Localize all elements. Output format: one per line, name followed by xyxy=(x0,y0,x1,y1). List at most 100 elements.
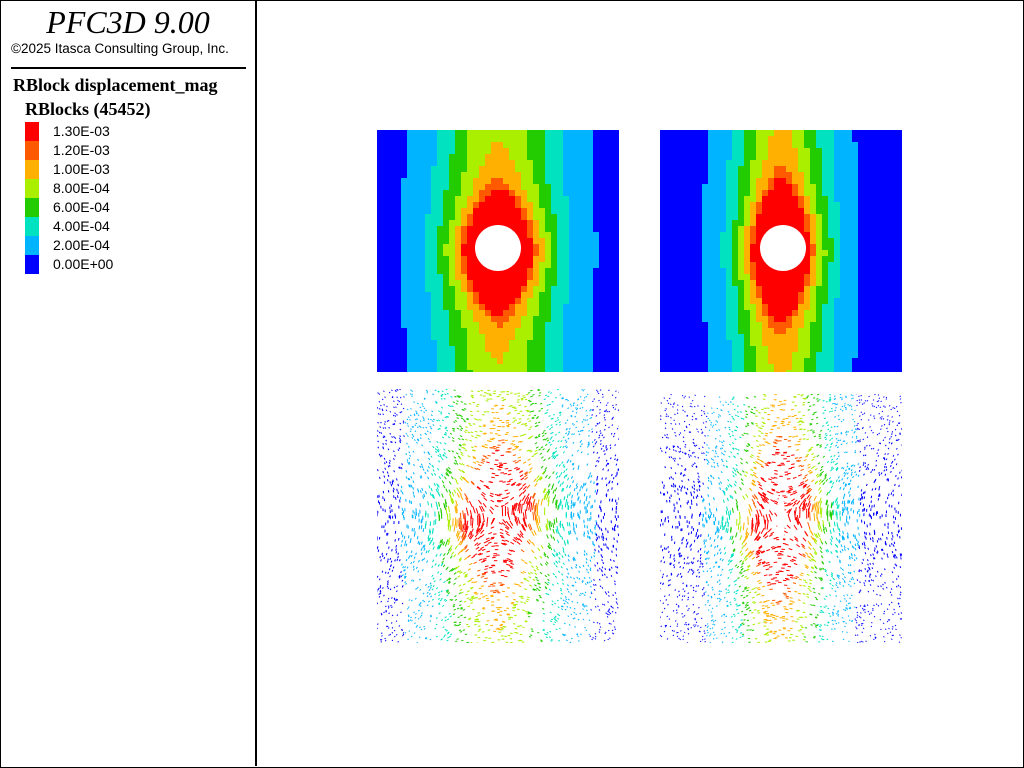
model-viewport[interactable] xyxy=(257,1,1022,766)
contour-cell xyxy=(575,340,582,347)
contour-cell xyxy=(455,184,462,191)
contour-cell xyxy=(473,268,480,275)
contour-cell xyxy=(425,262,432,269)
contour-cell xyxy=(822,334,829,341)
contour-cell xyxy=(575,274,582,281)
contour-cell xyxy=(714,154,721,161)
displacement-vector xyxy=(470,431,474,434)
displacement-vector xyxy=(463,571,467,575)
contour-cell xyxy=(509,184,516,191)
contour-cell xyxy=(545,310,552,317)
contour-cell xyxy=(852,160,859,167)
displacement-vector xyxy=(413,632,416,634)
displacement-vector xyxy=(589,495,591,499)
contour-cell xyxy=(533,340,540,347)
displacement-vector xyxy=(604,410,607,413)
displacement-vector xyxy=(459,429,463,432)
contour-cell xyxy=(720,244,727,251)
contour-cell xyxy=(617,190,619,197)
contour-cell xyxy=(497,184,504,191)
contour-cell xyxy=(882,358,889,365)
contour-cell xyxy=(708,292,715,299)
contour-cell xyxy=(828,244,835,251)
contour-cell xyxy=(497,364,504,371)
displacement-vector xyxy=(544,586,548,589)
contour-cell xyxy=(750,166,757,173)
contour-cell xyxy=(762,286,769,293)
contour-cell xyxy=(702,148,709,155)
displacement-vector xyxy=(501,539,506,542)
contour-cell xyxy=(816,352,823,359)
displacement-vector xyxy=(614,458,616,461)
contour-cell xyxy=(425,148,432,155)
contour-cell xyxy=(419,232,426,239)
displacement-vector xyxy=(447,537,451,543)
contour-cell xyxy=(449,244,456,251)
contour-cell xyxy=(720,256,727,263)
contour-cell xyxy=(834,304,841,311)
contour-cell xyxy=(461,184,468,191)
contour-cell xyxy=(425,214,432,221)
displacement-vector xyxy=(540,465,544,469)
displacement-vector xyxy=(596,621,599,624)
contour-cell xyxy=(611,154,618,161)
contour-cell xyxy=(900,172,902,179)
displacement-vector xyxy=(400,411,403,413)
contour-cell xyxy=(804,202,811,209)
contour-cell xyxy=(816,196,823,203)
contour-cell xyxy=(900,142,902,149)
displacement-vector xyxy=(540,639,543,642)
displacement-vector xyxy=(526,598,530,601)
displacement-vector xyxy=(393,422,396,425)
displacement-vector xyxy=(424,471,427,475)
contour-cell xyxy=(888,226,895,233)
contour-cell xyxy=(545,334,552,341)
contour-cell xyxy=(900,148,902,155)
contour-cell xyxy=(828,334,835,341)
contour-cell xyxy=(684,316,691,323)
contour-cell xyxy=(846,160,853,167)
contour-cell xyxy=(900,178,902,185)
contour-cell xyxy=(822,298,829,305)
contour-cell xyxy=(792,202,799,209)
contour-cell xyxy=(810,274,817,281)
displacement-vector xyxy=(464,546,468,551)
contour-cell xyxy=(437,178,444,185)
contour-cell xyxy=(377,178,384,185)
contour-cell xyxy=(660,214,667,221)
contour-cell xyxy=(431,226,438,233)
contour-cell xyxy=(515,160,522,167)
contour-cell xyxy=(726,202,733,209)
contour-cell xyxy=(762,322,769,329)
contour-cell xyxy=(509,286,516,293)
contour-cell xyxy=(413,286,420,293)
contour-cell xyxy=(852,130,859,137)
displacement-vector xyxy=(503,560,507,563)
contour-cell xyxy=(744,130,751,137)
contour-cell xyxy=(894,316,901,323)
contour-cell xyxy=(672,316,679,323)
contour-cell xyxy=(605,328,612,335)
contour-cell xyxy=(798,136,805,143)
displacement-vector xyxy=(608,608,611,610)
contour-cell xyxy=(581,346,588,353)
displacement-vector xyxy=(481,445,485,448)
contour-cell xyxy=(557,166,564,173)
contour-cell xyxy=(551,280,558,287)
contour-cell xyxy=(455,244,462,251)
contour-cell xyxy=(539,292,546,299)
contour-cell xyxy=(413,160,420,167)
contour-cell xyxy=(888,298,895,305)
displacement-vector xyxy=(513,502,518,510)
contour-cell xyxy=(437,298,444,305)
contour-cell xyxy=(768,286,775,293)
contour-cell xyxy=(804,172,811,179)
contour-cell xyxy=(611,178,618,185)
contour-cell xyxy=(888,310,895,317)
contour-cell xyxy=(882,328,889,335)
contour-cell xyxy=(828,184,835,191)
contour-cell xyxy=(413,196,420,203)
contour-cell xyxy=(672,178,679,185)
displacement-vector xyxy=(419,605,422,608)
contour-cell xyxy=(569,142,576,149)
